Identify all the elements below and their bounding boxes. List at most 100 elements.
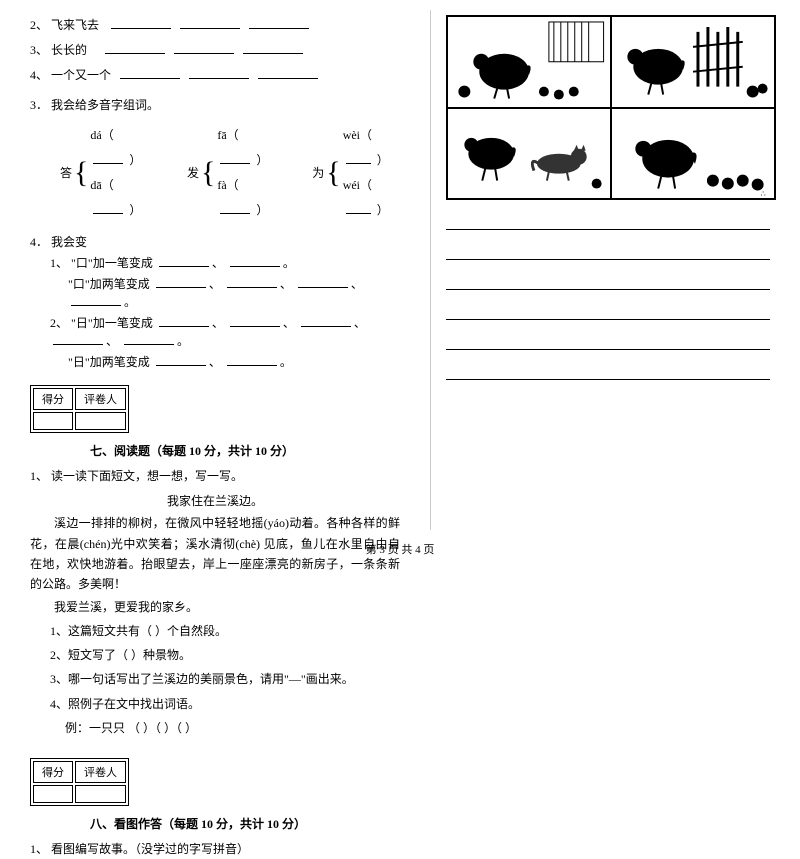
blank[interactable] bbox=[301, 313, 351, 327]
blank[interactable] bbox=[227, 352, 277, 366]
blank[interactable] bbox=[249, 15, 309, 29]
pinyin-wei: 为 { wèi（ ） wéi（ ） bbox=[312, 123, 400, 223]
item-num: 3、 bbox=[30, 43, 48, 57]
blank[interactable] bbox=[111, 15, 171, 29]
item-label: 一个又一个 bbox=[51, 68, 111, 82]
blank[interactable] bbox=[156, 274, 206, 288]
blank[interactable] bbox=[120, 65, 180, 79]
blank[interactable] bbox=[71, 292, 121, 306]
hen-cat-icon bbox=[448, 109, 610, 199]
item-num: 4、 bbox=[30, 68, 48, 82]
pinyin-da: 答 { dá（ ） dā（ ） bbox=[60, 123, 147, 223]
char-da: 答 bbox=[60, 164, 72, 181]
section-8-title: 八、看图作答（每题 10 分，共计 10 分） bbox=[90, 815, 400, 832]
section-7-title: 七、阅读题（每题 10 分，共计 10 分） bbox=[90, 442, 400, 459]
transform-4: "日"加两笔变成 、 。 bbox=[68, 352, 400, 370]
blank[interactable] bbox=[180, 15, 240, 29]
grader-cell[interactable] bbox=[75, 785, 126, 803]
blank[interactable] bbox=[346, 200, 371, 214]
section-title: 我会给多音字组词。 bbox=[51, 98, 159, 112]
blank[interactable] bbox=[174, 40, 234, 54]
fill-item-2: 2、 飞来飞去 bbox=[30, 15, 400, 35]
reading-q3: 3、哪一句话写出了兰溪边的美丽景色，请用"—"画出来。 bbox=[50, 670, 400, 689]
blank[interactable] bbox=[156, 352, 206, 366]
blank[interactable] bbox=[227, 274, 277, 288]
blank[interactable] bbox=[220, 200, 250, 214]
blank[interactable] bbox=[258, 65, 318, 79]
section-num: 4． bbox=[30, 235, 48, 249]
answer-line[interactable] bbox=[446, 238, 770, 260]
transform-1: 1、 "口"加一笔变成 、 。 bbox=[50, 253, 400, 271]
pinyin-top: dá（ ） bbox=[90, 123, 147, 173]
blank[interactable] bbox=[230, 253, 280, 267]
section-num: 3． bbox=[30, 98, 48, 112]
transform-3: 2、 "日"加一笔变成 、 、 、 、 。 bbox=[50, 313, 400, 349]
hen-chicks-safe-icon: ∴ bbox=[612, 109, 774, 199]
story-image-grid: ∴ bbox=[446, 15, 776, 200]
answer-line[interactable] bbox=[446, 358, 770, 380]
polyphone-group: 答 { dá（ ） dā（ ） 发 { bbox=[60, 123, 400, 223]
svg-text:∴: ∴ bbox=[761, 189, 766, 198]
blank[interactable] bbox=[346, 150, 371, 164]
pinyin-top: fā（ ） bbox=[217, 123, 272, 173]
reading-q1: 1、这篇短文共有（ ）个自然段。 bbox=[50, 622, 400, 641]
answer-line[interactable] bbox=[446, 208, 770, 230]
reading-q2: 2、短文写了（ ）种景物。 bbox=[50, 646, 400, 665]
score-box-2: 得分 评卷人 bbox=[30, 758, 129, 806]
image-panel-1 bbox=[448, 17, 610, 107]
item-label: 长长的 bbox=[51, 43, 87, 57]
blank[interactable] bbox=[220, 150, 250, 164]
blank[interactable] bbox=[298, 274, 348, 288]
image-panel-3 bbox=[448, 109, 610, 199]
left-column: 2、 飞来飞去 3、 长长的 4、 一个又一个 3． 我会给多音字组词。 bbox=[30, 10, 410, 530]
transform-2: "口"加两笔变成 、 、 、 。 bbox=[68, 274, 400, 310]
blank[interactable] bbox=[93, 150, 123, 164]
brace-icon: { bbox=[74, 148, 88, 198]
blank[interactable] bbox=[105, 40, 165, 54]
pinyin-bot: fà（ ） bbox=[217, 173, 272, 223]
blank[interactable] bbox=[159, 313, 209, 327]
char-wei: 为 bbox=[312, 164, 324, 181]
item-label: 飞来飞去 bbox=[51, 18, 99, 32]
fill-item-4: 4、 一个又一个 bbox=[30, 65, 400, 85]
reading-q4: 4、照例子在文中找出词语。 bbox=[50, 695, 400, 714]
section-title: 我会变 bbox=[51, 235, 87, 249]
pinyin-fa: 发 { fā（ ） fà（ ） bbox=[187, 123, 272, 223]
hen-chicks-icon bbox=[448, 17, 610, 107]
page-footer: 第 3 页 共 4 页 bbox=[0, 541, 800, 557]
item-num: 2、 bbox=[30, 18, 48, 32]
answer-line[interactable] bbox=[446, 268, 770, 290]
brace-icon: { bbox=[326, 148, 340, 198]
pinyin-bot: dā（ ） bbox=[90, 173, 147, 223]
blank[interactable] bbox=[124, 331, 174, 345]
score-label: 得分 bbox=[33, 388, 73, 410]
grader-cell[interactable] bbox=[75, 412, 126, 430]
right-column: ∴ bbox=[430, 10, 770, 530]
blank[interactable] bbox=[53, 331, 103, 345]
section-3: 3． 我会给多音字组词。 bbox=[30, 96, 400, 113]
score-label: 得分 bbox=[33, 761, 73, 783]
reading-intro: 1、 读一读下面短文，想一想，写一写。 bbox=[30, 467, 400, 486]
image-panel-2 bbox=[612, 17, 774, 107]
score-box: 得分 评卷人 bbox=[30, 385, 129, 433]
grader-label: 评卷人 bbox=[75, 388, 126, 410]
reading-q4-ex: 例：一只只 （ ）（ ）（ ） bbox=[65, 719, 400, 738]
score-cell[interactable] bbox=[33, 412, 73, 430]
blank[interactable] bbox=[189, 65, 249, 79]
pinyin-top: wèi（ ） bbox=[343, 123, 400, 173]
brace-icon: { bbox=[201, 148, 215, 198]
blank[interactable] bbox=[93, 200, 123, 214]
answer-line[interactable] bbox=[446, 298, 770, 320]
char-fa: 发 bbox=[187, 164, 199, 181]
blank[interactable] bbox=[243, 40, 303, 54]
blank[interactable] bbox=[230, 313, 280, 327]
grader-label: 评卷人 bbox=[75, 761, 126, 783]
picture-q: 1、 看图编写故事。（没学过的字写拼音） bbox=[30, 840, 400, 859]
score-cell[interactable] bbox=[33, 785, 73, 803]
reading-questions: 1、这篇短文共有（ ）个自然段。 2、短文写了（ ）种景物。 3、哪一句话写出了… bbox=[50, 622, 400, 738]
passage-title: 我家住在兰溪边。 bbox=[30, 491, 400, 511]
answer-line[interactable] bbox=[446, 328, 770, 350]
blank[interactable] bbox=[159, 253, 209, 267]
pinyin-bot: wéi（ ） bbox=[343, 173, 400, 223]
section-4: 4． 我会变 bbox=[30, 233, 400, 250]
